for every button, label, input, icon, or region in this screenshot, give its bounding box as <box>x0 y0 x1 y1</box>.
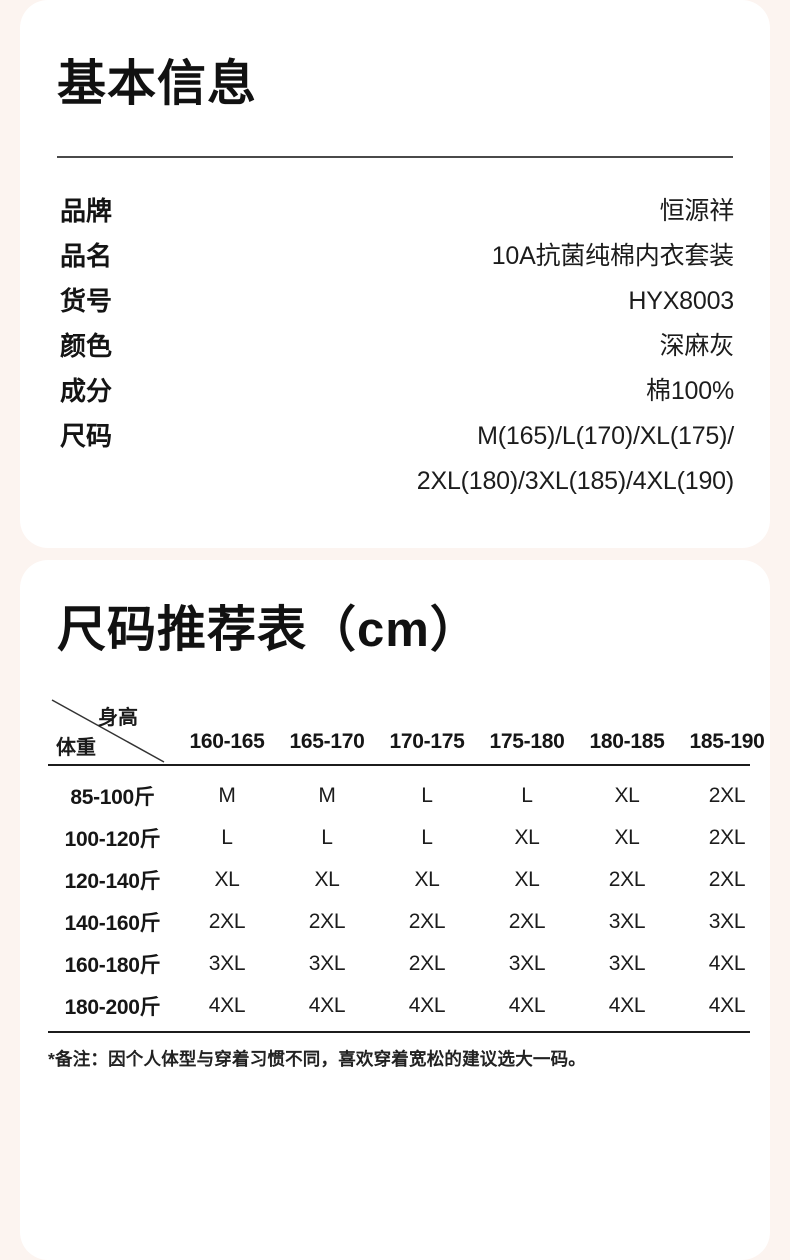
size-value-cell: 2XL <box>708 826 746 849</box>
info-label: 品名 <box>60 241 113 271</box>
size-value-cell: 4XL <box>408 994 446 1017</box>
column-header: 180-185 <box>589 730 665 753</box>
size-value-cell: 3XL <box>508 952 546 975</box>
info-row-item-number: 货号 HYX8003 <box>20 279 770 324</box>
table-row: 85-100斤 M M L L XL 2XL <box>48 775 777 817</box>
size-value-cell: 2XL <box>508 910 546 933</box>
table-row: 120-140斤 XL XL XL XL 2XL 2XL <box>48 859 777 901</box>
corner-diagonal-line <box>51 699 165 763</box>
info-row-color: 颜色 深麻灰 <box>20 324 770 369</box>
header-divider-line <box>48 764 750 766</box>
size-value-cell: 4XL <box>708 994 746 1017</box>
info-row-sizes: 尺码 M(165)/L(170)/XL(175)/ 2XL(180)/3XL(1… <box>20 414 770 504</box>
basic-info-divider <box>57 156 733 158</box>
table-corner-cell: 身高 体重 <box>48 698 177 764</box>
size-value-cell: 2XL <box>408 952 446 975</box>
size-value-cell: XL <box>414 868 440 891</box>
weight-label-cell: 100-120斤 <box>64 828 161 851</box>
info-value: 10A抗菌纯棉内衣套装 <box>491 242 734 270</box>
column-header: 160-165 <box>189 730 265 753</box>
size-table-body: 85-100斤 M M L L XL 2XL 100-120斤 L L L XL… <box>48 766 777 1027</box>
size-value-cell: 2XL <box>708 784 746 807</box>
corner-label-height: 身高 <box>98 707 138 729</box>
info-value-line1: M(165)/L(170)/XL(175)/ <box>477 422 734 450</box>
size-value-cell: XL <box>514 868 540 891</box>
info-value: M(165)/L(170)/XL(175)/ 2XL(180)/3XL(185)… <box>417 414 734 504</box>
size-value-cell: L <box>321 826 333 849</box>
size-table-card: 尺码推荐表（cm） 身高 体重 160-165 165-170 170-175 … <box>20 560 770 1260</box>
table-footnote: *备注：因个人体型与穿着习惯不同，喜欢穿着宽松的建议选大一码。 <box>48 1049 587 1069</box>
basic-info-card: 基本信息 品牌 恒源祥 品名 10A抗菌纯棉内衣套装 货号 HYX8003 颜色… <box>20 0 770 548</box>
weight-label-cell: 180-200斤 <box>64 996 161 1019</box>
basic-info-title: 基本信息 <box>57 57 258 111</box>
size-table-title: 尺码推荐表（cm） <box>57 603 480 657</box>
weight-label-cell: 120-140斤 <box>64 870 161 893</box>
size-value-cell: 3XL <box>708 910 746 933</box>
size-value-cell: 4XL <box>608 994 646 1017</box>
info-row-product-name: 品名 10A抗菌纯棉内衣套装 <box>20 234 770 279</box>
size-value-cell: 2XL <box>208 910 246 933</box>
column-header: 175-180 <box>489 730 565 753</box>
weight-label-cell: 85-100斤 <box>70 786 155 809</box>
size-value-cell: M <box>218 784 236 807</box>
size-value-cell: L <box>421 784 433 807</box>
size-table-header-row: 身高 体重 160-165 165-170 170-175 175-180 18… <box>48 698 777 764</box>
size-value-cell: L <box>421 826 433 849</box>
column-header: 185-190 <box>689 730 765 753</box>
info-label: 成分 <box>60 376 113 406</box>
size-value-cell: XL <box>614 826 640 849</box>
info-value-line2: 2XL(180)/3XL(185)/4XL(190) <box>416 467 734 495</box>
info-value: 深麻灰 <box>659 332 735 360</box>
size-value-cell: L <box>221 826 233 849</box>
info-label: 品牌 <box>60 196 113 226</box>
size-value-cell: 3XL <box>208 952 246 975</box>
size-value-cell: 3XL <box>608 952 646 975</box>
size-table: 身高 体重 160-165 165-170 170-175 175-180 18… <box>48 698 777 1071</box>
table-row: 180-200斤 4XL 4XL 4XL 4XL 4XL 4XL <box>48 985 777 1027</box>
size-value-cell: 2XL <box>308 910 346 933</box>
table-row: 160-180斤 3XL 3XL 2XL 3XL 3XL 4XL <box>48 943 777 985</box>
size-value-cell: M <box>318 784 336 807</box>
size-value-cell: L <box>521 784 533 807</box>
info-label: 货号 <box>60 286 113 316</box>
corner-label-weight: 体重 <box>56 737 96 759</box>
size-value-cell: 4XL <box>308 994 346 1017</box>
size-value-cell: 2XL <box>608 868 646 891</box>
product-detail-page: { "theme": { "page_bg": "#FCF4F0", "card… <box>20 0 770 1260</box>
info-value: 棉100% <box>646 377 734 405</box>
size-value-cell: XL <box>614 784 640 807</box>
info-row-brand: 品牌 恒源祥 <box>20 189 770 234</box>
size-value-cell: 4XL <box>708 952 746 975</box>
table-row: 100-120斤 L L L XL XL 2XL <box>48 817 777 859</box>
info-value: 恒源祥 <box>659 197 735 225</box>
info-label: 尺码 <box>60 421 113 451</box>
column-header: 170-175 <box>389 730 465 753</box>
size-value-cell: 4XL <box>508 994 546 1017</box>
info-row-composition: 成分 棉100% <box>20 369 770 414</box>
info-label: 颜色 <box>60 331 113 361</box>
weight-label-cell: 140-160斤 <box>64 912 161 935</box>
info-value: HYX8003 <box>628 287 734 315</box>
size-value-cell: 2XL <box>408 910 446 933</box>
table-bottom-line <box>48 1031 750 1033</box>
column-header: 165-170 <box>289 730 365 753</box>
size-value-cell: 3XL <box>608 910 646 933</box>
size-value-cell: XL <box>314 868 340 891</box>
size-value-cell: 2XL <box>708 868 746 891</box>
table-row: 140-160斤 2XL 2XL 2XL 2XL 3XL 3XL <box>48 901 777 943</box>
size-value-cell: 3XL <box>308 952 346 975</box>
size-value-cell: XL <box>214 868 240 891</box>
basic-info-rows: 品牌 恒源祥 品名 10A抗菌纯棉内衣套装 货号 HYX8003 颜色 深麻灰 … <box>20 189 770 504</box>
weight-label-cell: 160-180斤 <box>64 954 161 977</box>
size-value-cell: 4XL <box>208 994 246 1017</box>
size-value-cell: XL <box>514 826 540 849</box>
